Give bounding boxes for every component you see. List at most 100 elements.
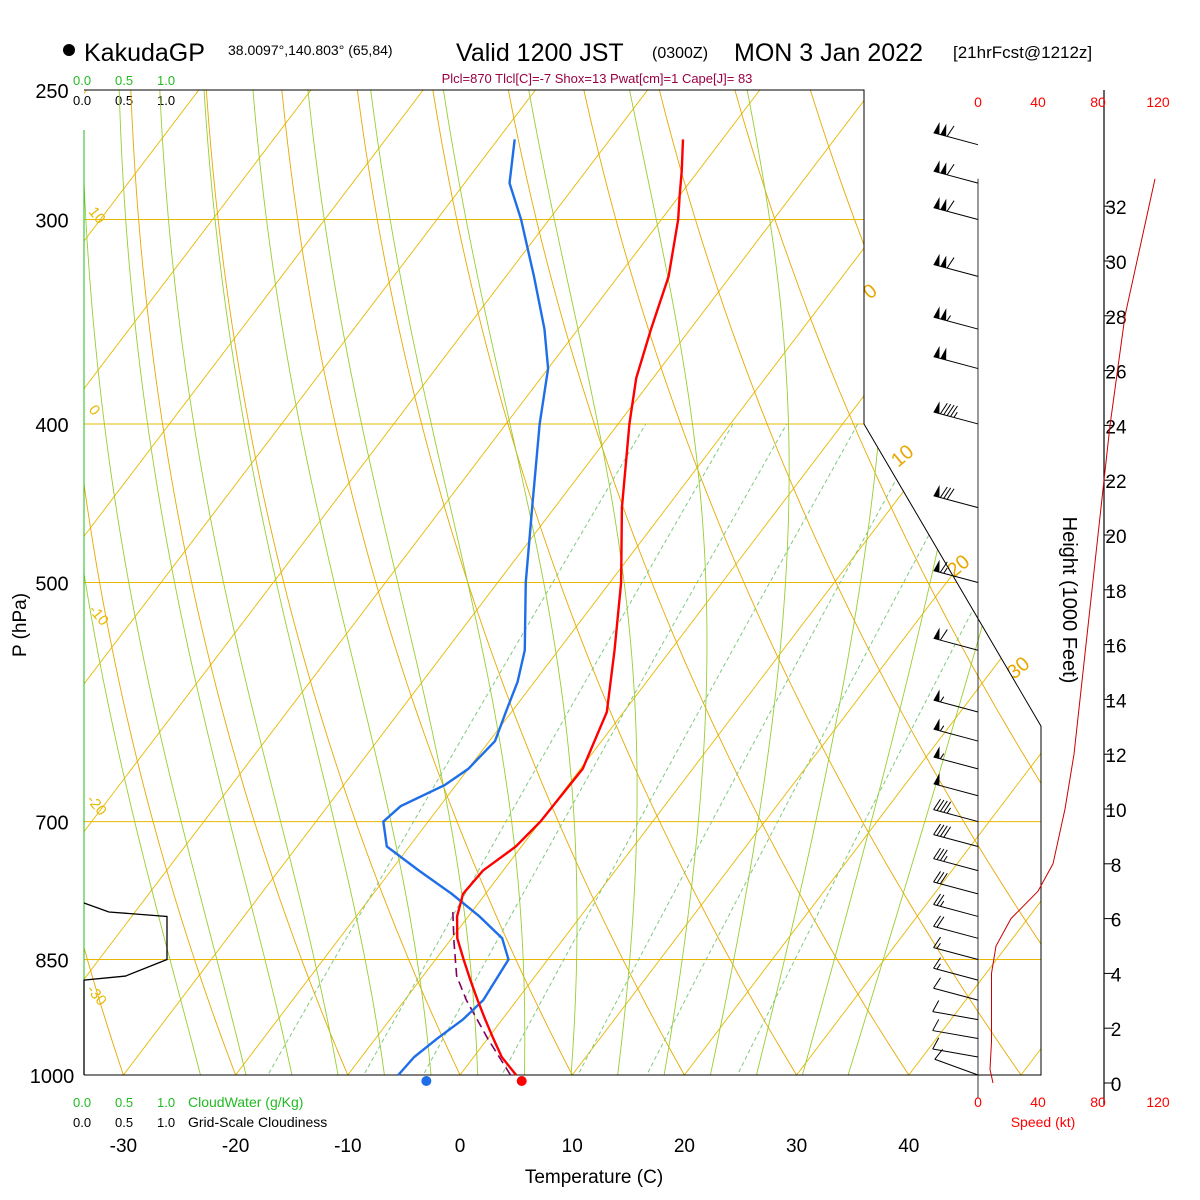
wind-barb-pennant: [933, 401, 940, 414]
dry-adiabat: [502, 90, 933, 1075]
temperature-tick-label: -10: [334, 1136, 361, 1157]
height-axis-title: Height (1000 Feet): [1058, 517, 1080, 684]
wind-barb-staff: [933, 834, 979, 847]
wind-barb: [933, 306, 979, 330]
stability-indices: Plcl=870 Tlcl[C]=-7 Shox=13 Pwat[cm]=1 C…: [442, 71, 753, 86]
isotherm-line: [84, 90, 312, 1075]
moist-adiabat: [158, 90, 345, 1075]
wind-barb: [933, 196, 979, 221]
wind-barb-staff: [933, 858, 979, 872]
height-tick-label: 18: [1105, 582, 1126, 603]
wind-barb-full: [946, 200, 955, 212]
wind-barb-pennant: [933, 746, 940, 759]
isotherm-line: [84, 90, 424, 1075]
wind-barb-half: [946, 807, 951, 814]
wind-barb-half: [943, 855, 948, 862]
mixing-ratio-label: 12: [619, 1077, 641, 1099]
mixing-ratio-label: 5: [474, 1084, 492, 1099]
wind-barb-staff: [933, 987, 979, 1001]
height-tick-label: 16: [1105, 637, 1126, 658]
wind-barb-staff: [934, 1058, 979, 1076]
wind-barb-pennant: [933, 773, 940, 786]
mixing-ratio-line: [403, 423, 788, 1075]
moist-adiabat: [623, 90, 708, 1075]
dry-adiabat: [651, 90, 1041, 1075]
wind-barb-full: [932, 1019, 940, 1031]
isotherm-line: [84, 90, 648, 1075]
wind-barb-staff: [933, 967, 979, 981]
wind-barb-full: [946, 257, 955, 269]
cw-tick: 0.0: [73, 1095, 91, 1110]
dry-adiabat: [0, 61, 22, 1110]
pressure-tick-label: 700: [35, 813, 68, 835]
cloudiness-profile-line: [83, 902, 168, 1075]
cw-top-tick: 0.0: [73, 73, 91, 88]
temperature-tick-label: 20: [674, 1136, 695, 1157]
height-tick-label: 10: [1105, 801, 1126, 822]
mixing-ratio-label: 3: [395, 1084, 413, 1099]
wind-barb-staff: [932, 1048, 979, 1058]
forecast-info: [21hrFcst@1212z]: [953, 43, 1092, 62]
mixing-ratio-line: [719, 423, 1041, 1075]
wind-barb-staff: [933, 170, 979, 184]
cw-tick: 1.0: [157, 1095, 175, 1110]
mixing-ratio-line: [482, 423, 859, 1075]
mixing-ratio-line: [628, 423, 989, 1075]
wind-barb-staff: [933, 881, 979, 895]
cloud-top-tick: 0.0: [73, 93, 91, 108]
wind-barb: [933, 893, 979, 917]
wind-barb-full: [933, 893, 941, 905]
wind-barb-staff: [933, 207, 979, 221]
wind-barb-full: [939, 629, 948, 641]
height-tick-label: 30: [1105, 253, 1126, 274]
wind-barb-staff: [933, 728, 979, 742]
speed-tick-label-top: 40: [1030, 94, 1046, 110]
height-tick-label: 14: [1105, 691, 1127, 712]
wind-barb-full: [933, 823, 941, 835]
wind-barb-full: [939, 825, 948, 837]
wind-barb: [933, 345, 979, 370]
theta-label: 0: [859, 280, 882, 304]
wind-barb: [933, 798, 979, 823]
dry-adiabat: [84, 90, 250, 1075]
height-tick-label: 32: [1105, 198, 1126, 219]
moist-adiabat: [304, 90, 479, 1075]
height-tick-label: 8: [1111, 856, 1122, 877]
parcel-path-line: [451, 907, 512, 1076]
wind-barb-half: [939, 696, 945, 703]
wind-barb-staff: [933, 756, 979, 770]
wind-barb: [933, 718, 979, 742]
wind-barb-pennant: [933, 689, 940, 702]
pressure-tick-label: 500: [35, 574, 68, 596]
wind-barb-staff: [933, 925, 979, 939]
wind-barb-full: [943, 801, 952, 813]
moist-adiabat: [366, 90, 526, 1075]
isotherm-line: [796, 90, 1041, 1075]
speed-tick-label-bottom: 80: [1090, 1094, 1106, 1110]
height-tick-label: 28: [1105, 308, 1126, 329]
wind-barb-staff: [933, 264, 979, 277]
wind-barb-full: [939, 561, 948, 573]
wind-barb-full: [936, 848, 945, 860]
wind-barb-staff: [933, 316, 979, 330]
wind-barb-full: [943, 487, 952, 499]
station-coords: 38.0097°,140.803° (65,84): [228, 42, 393, 58]
pressure-axis-title: P (hPa): [10, 593, 31, 657]
wind-barb-half: [939, 900, 945, 907]
wind-barb: [933, 160, 979, 184]
wind-barb-full: [939, 849, 948, 861]
wind-barb-pennant: [940, 198, 947, 212]
wind-barb-pennant: [933, 718, 940, 731]
temperature-line: [455, 139, 685, 1076]
wind-barb-pennant: [933, 121, 940, 135]
wind-barb-staff: [933, 809, 979, 823]
theta-label: 30: [1003, 653, 1034, 684]
mixing-ratio-line: [559, 423, 927, 1075]
wind-barb: [933, 484, 979, 509]
wind-barb: [933, 559, 979, 583]
mixing-ratio-line: [247, 423, 647, 1075]
cloud-water-legend: CloudWater (g/Kg): [188, 1094, 303, 1110]
wind-barb-half: [953, 411, 958, 418]
isotherm-line: [571, 90, 1041, 1075]
pressure-tick-label: 1000: [30, 1066, 75, 1088]
